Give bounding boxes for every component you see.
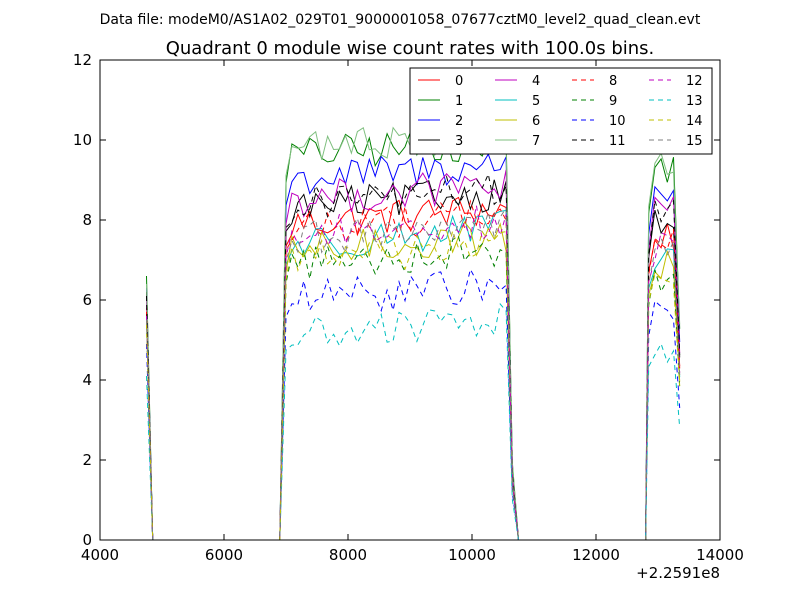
- series-line-15: [146, 206, 681, 541]
- y-tick-label: 8: [82, 211, 92, 229]
- x-tick-label: 10000: [448, 546, 496, 564]
- legend-label-7: 7: [532, 134, 540, 149]
- legend-label-6: 6: [532, 114, 540, 129]
- legend-label-12: 12: [686, 74, 703, 89]
- y-tick-label: 4: [82, 371, 92, 389]
- legend-label-3: 3: [455, 134, 463, 149]
- y-tick-label: 2: [82, 451, 92, 469]
- x-tick-label: 8000: [329, 546, 367, 564]
- legend-label-2: 2: [455, 114, 463, 129]
- legend-label-9: 9: [609, 94, 617, 109]
- legend-label-8: 8: [609, 74, 617, 89]
- chart-title: Quadrant 0 module wise count rates with …: [166, 38, 655, 59]
- y-tick-label: 6: [82, 291, 92, 309]
- plot-border: [99, 59, 721, 541]
- legend-label-14: 14: [686, 114, 703, 129]
- legend-label-1: 1: [455, 94, 463, 109]
- y-tick-label: 12: [73, 51, 92, 69]
- y-tick-label: 10: [73, 131, 92, 149]
- series-line-12: [146, 205, 681, 541]
- legend-label-10: 10: [609, 114, 626, 129]
- series-line-10: [146, 268, 681, 541]
- legend-label-5: 5: [532, 94, 540, 109]
- legend-label-0: 0: [455, 74, 463, 89]
- legend-label-15: 15: [686, 134, 703, 149]
- x-offset-label: +2.2591e8: [636, 564, 720, 582]
- series-line-13: [146, 302, 681, 541]
- y-tick-label: 0: [82, 531, 92, 549]
- x-tick-label: 6000: [205, 546, 243, 564]
- x-tick-label: 4000: [81, 546, 119, 564]
- x-tick-label: 12000: [572, 546, 620, 564]
- suptitle: Data file: modeM0/AS1A02_029T01_90000010…: [100, 12, 701, 28]
- legend-label-11: 11: [609, 134, 626, 149]
- legend-label-4: 4: [532, 74, 540, 89]
- x-tick-label: 14000: [696, 546, 744, 564]
- legend-label-13: 13: [686, 94, 703, 109]
